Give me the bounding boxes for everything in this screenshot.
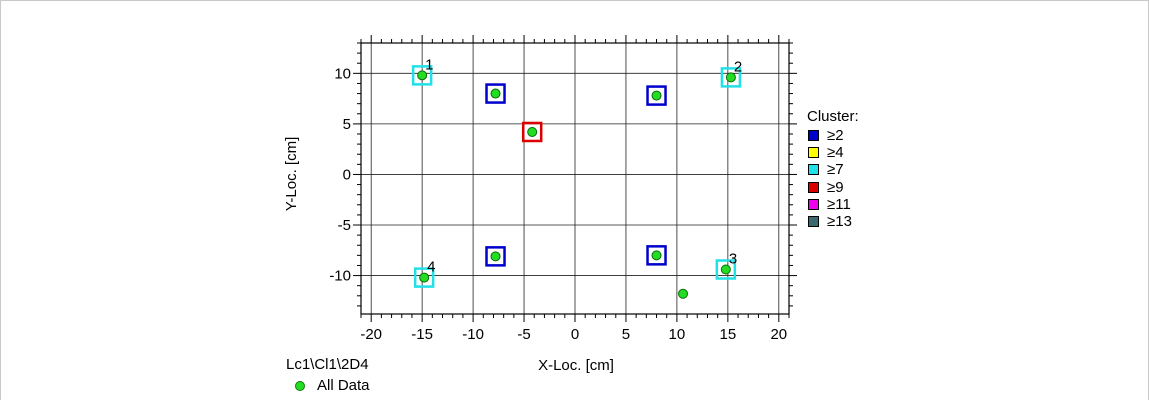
legend-swatch — [808, 164, 819, 176]
sensor-label: 3 — [729, 251, 737, 268]
cluster-marker — [413, 267, 435, 288]
legend-item: ≥13 — [807, 213, 852, 230]
legend-swatch — [808, 147, 819, 159]
x-tick-label: 10 — [669, 326, 686, 343]
cluster-marker — [720, 67, 742, 88]
legend-label: ≥7 — [827, 161, 844, 179]
data-point — [720, 264, 731, 275]
data-points — [417, 70, 736, 299]
y-tick-label: -10 — [329, 268, 351, 285]
legend-label: ≥2 — [827, 127, 844, 144]
data-point — [417, 70, 428, 81]
y-axis-label: Y-Loc. [cm] — [283, 137, 300, 211]
data-point — [725, 72, 736, 83]
data-point — [678, 288, 689, 299]
cluster-marker — [646, 85, 667, 106]
cluster-marker — [485, 246, 506, 267]
legend-item: ≥7 — [807, 161, 844, 178]
legend-label: ≥13 — [827, 213, 852, 230]
data-point — [651, 250, 662, 261]
sensor-label: 2 — [734, 58, 742, 75]
sensor-label: 1 — [425, 56, 433, 73]
y-tick-label: -5 — [338, 217, 351, 234]
data-point — [490, 251, 501, 262]
axes: -20 -15 -10 -5 0 5 10 15 20 -10 -5 0 5 10 — [329, 35, 797, 343]
cluster-marker — [646, 245, 667, 266]
data-point — [419, 272, 430, 283]
legend-swatch — [808, 198, 819, 210]
legend-item: ≥4 — [807, 144, 844, 161]
data-point — [651, 90, 662, 101]
x-tick-label: 5 — [622, 326, 630, 343]
y-tick-label: 10 — [334, 65, 351, 82]
legend-label: ≥9 — [827, 178, 844, 196]
x-axis-label: X-Loc. [cm] — [538, 357, 614, 374]
sensor-label: 4 — [427, 259, 435, 276]
legend-swatch — [808, 130, 819, 141]
x-tick-label: 15 — [720, 326, 737, 343]
sensor-labels: 1 2 3 4 — [425, 56, 742, 275]
x-tick-label: 20 — [770, 326, 787, 343]
source-label: Lc1\Cl1\2D4 — [286, 356, 369, 373]
data-point — [527, 126, 538, 137]
x-tick-label: 0 — [571, 326, 579, 343]
cluster-marker — [521, 121, 543, 143]
data-legend-item: All Data — [295, 377, 370, 394]
data-legend-label: All Data — [317, 377, 370, 394]
x-tick-label: -10 — [462, 326, 484, 343]
legend-item: ≥11 — [807, 196, 851, 213]
x-tick-label: -15 — [411, 326, 433, 343]
cluster-marker — [485, 83, 506, 104]
cluster-markers — [411, 65, 742, 288]
grid-lines — [361, 43, 789, 314]
x-tick-label: -20 — [360, 326, 382, 343]
x-tick-label: -5 — [517, 326, 530, 343]
y-tick-label: 0 — [343, 166, 351, 183]
y-tick-label: 5 — [343, 116, 351, 133]
data-point — [490, 88, 501, 99]
legend-label: ≥4 — [827, 144, 844, 162]
legend-title: Cluster: — [807, 108, 859, 125]
legend-item: ≥2 — [807, 127, 844, 144]
cluster-marker — [411, 65, 433, 86]
legend-swatch — [808, 216, 819, 227]
cluster-marker — [715, 259, 737, 280]
legend-item: ≥9 — [807, 179, 844, 196]
legend-swatch — [808, 181, 819, 193]
legend-label: ≥11 — [827, 195, 851, 213]
data-legend-swatch — [295, 380, 305, 391]
